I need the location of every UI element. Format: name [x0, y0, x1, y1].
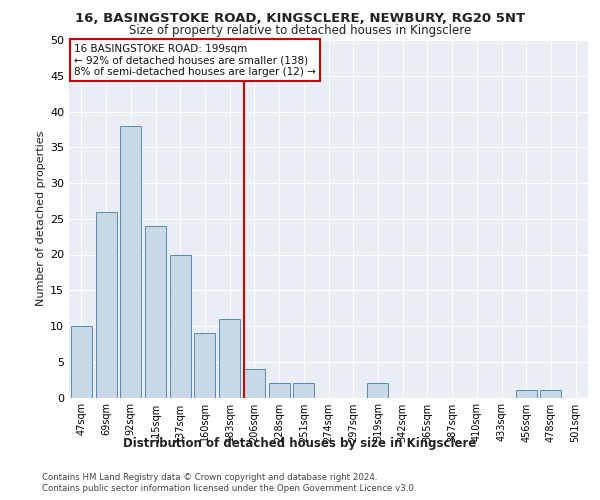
Bar	[120, 126, 141, 398]
Bar	[269, 383, 290, 398]
Bar	[367, 383, 388, 398]
Bar	[516, 390, 537, 398]
Text: 16 BASINGSTOKE ROAD: 199sqm
← 92% of detached houses are smaller (138)
8% of sem: 16 BASINGSTOKE ROAD: 199sqm ← 92% of det…	[74, 44, 316, 77]
Y-axis label: Number of detached properties: Number of detached properties	[36, 131, 46, 306]
Bar	[145, 226, 166, 398]
Text: Size of property relative to detached houses in Kingsclere: Size of property relative to detached ho…	[129, 24, 471, 37]
Text: Contains HM Land Registry data © Crown copyright and database right 2024.: Contains HM Land Registry data © Crown c…	[42, 472, 377, 482]
Bar	[244, 369, 265, 398]
Bar	[170, 254, 191, 398]
Bar	[71, 326, 92, 398]
Bar	[541, 390, 562, 398]
Bar	[219, 319, 240, 398]
Text: 16, BASINGSTOKE ROAD, KINGSCLERE, NEWBURY, RG20 5NT: 16, BASINGSTOKE ROAD, KINGSCLERE, NEWBUR…	[75, 12, 525, 26]
Text: Contains public sector information licensed under the Open Government Licence v3: Contains public sector information licen…	[42, 484, 416, 493]
Bar	[194, 333, 215, 398]
Bar	[95, 212, 116, 398]
Bar	[293, 383, 314, 398]
Text: Distribution of detached houses by size in Kingsclere: Distribution of detached houses by size …	[124, 438, 476, 450]
